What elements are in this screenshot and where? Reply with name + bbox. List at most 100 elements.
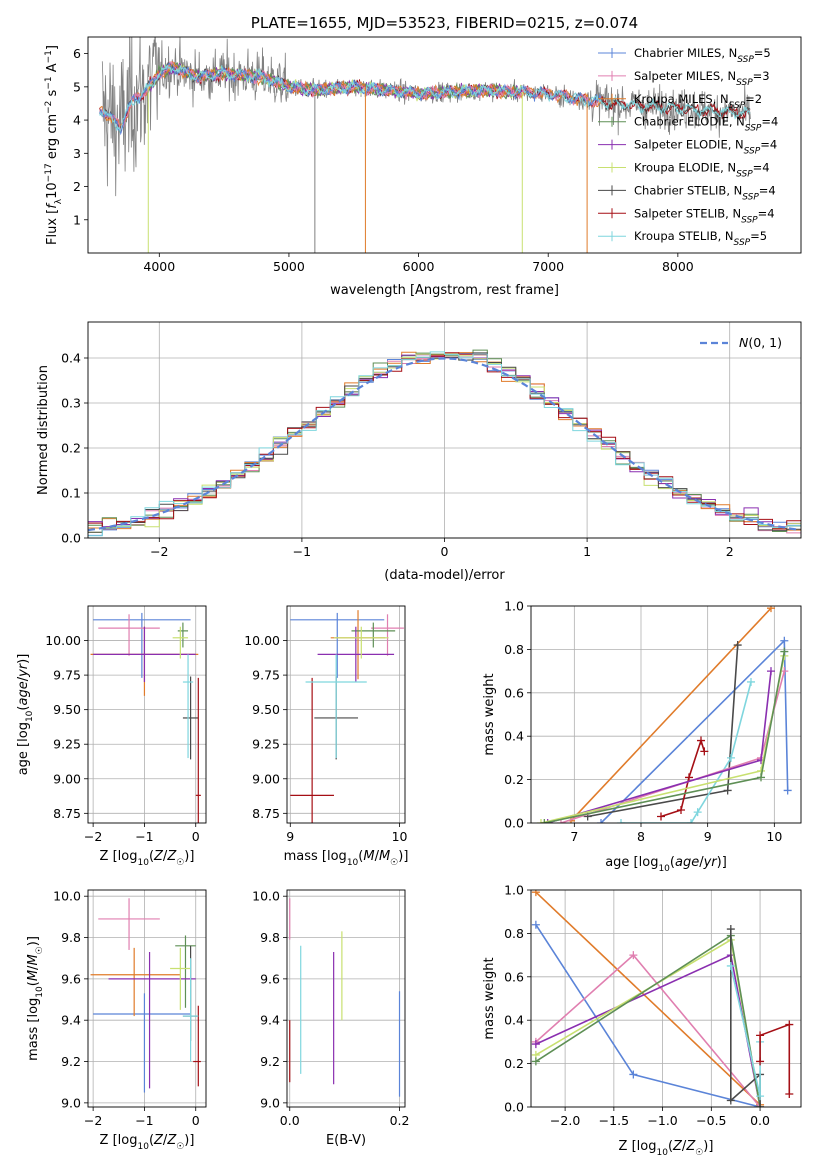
- x-axis-label: mass [log10(M/M☉)]: [284, 849, 409, 868]
- plus-marker: [756, 1092, 765, 1101]
- axes-frame: [286, 889, 406, 1108]
- label-part: SSP: [744, 147, 761, 157]
- plus-marker: [726, 925, 735, 934]
- weight-line-kroupa-elodie: [535, 938, 761, 1107]
- x-axis-label: E(B-V): [326, 1133, 366, 1148]
- y-tick-label: 0.2: [504, 1056, 524, 1071]
- label-part: 10: [347, 858, 359, 868]
- y-tick-label: 10.0: [252, 889, 280, 904]
- label-part: mass [: [284, 849, 327, 864]
- model-line-salpeter-stelib: [99, 61, 751, 132]
- x-tick-label: 8: [637, 829, 645, 844]
- label-part: Kroupa ELODIE, N: [634, 161, 736, 175]
- label-part: SSP: [737, 55, 754, 65]
- label-part: Z [: [100, 1133, 118, 1148]
- label-part: /: [163, 849, 168, 864]
- plus-marker: [756, 1057, 765, 1066]
- mass-vs-Z-panel: −2 −1 09.09.29.49.69.810.0Z [log10(Z/Z☉)]m…: [26, 889, 207, 1152]
- y-axis-label: mass [log10(M/M☉)]: [26, 936, 45, 1061]
- legend-entry: Salpeter ELODIE, NSSP=4: [634, 138, 777, 157]
- plus-marker: [629, 951, 638, 960]
- y-tick-label: 0.1: [61, 486, 81, 501]
- label-part: Flux [: [45, 209, 60, 245]
- y-tick-label: 0.4: [504, 1013, 524, 1028]
- label-part: A: [45, 63, 60, 76]
- y-tick-label: 9.50: [53, 702, 81, 717]
- plus-marker: [700, 747, 709, 756]
- weight-line-kroupa-miles: [570, 607, 772, 822]
- label-part: ☉: [176, 1142, 184, 1152]
- mass-vs-ebv-panel: 0.0 0.2 9.0 9.2 9.4 9.6 9.8 10.0 E(B-V): [252, 889, 409, 1148]
- y-tick-label: 9.50: [252, 702, 280, 717]
- label-part: Salpeter ELODIE, N: [634, 138, 744, 152]
- y-tick-label: 0.4: [61, 351, 81, 366]
- label-part: Kroupa MILES, N: [634, 92, 729, 106]
- plus-marker: [687, 819, 695, 823]
- weight-vs-Z-panel: −2.0 −1.5 −1.0 −0.5 0.0 0.0 0.2 0.4 0.6 0.8 1.0 Z […: [482, 883, 802, 1158]
- x-tick-label: −1.0: [647, 1113, 677, 1128]
- label-part: Chabrier STELIB, N: [634, 183, 742, 197]
- spectrum-lines: [99, 37, 751, 253]
- label-part: mass [: [26, 1018, 41, 1061]
- y-axis-label: mass weight: [482, 673, 497, 755]
- x-axis-label: Z [log10(Z/Z☉)]: [100, 1133, 195, 1152]
- weight-lines: [537, 606, 792, 823]
- label-part: Z: [166, 1133, 177, 1148]
- x-tick-label: 6000: [403, 259, 435, 274]
- plus-marker: [756, 1103, 765, 1107]
- label-part: yr: [703, 855, 719, 870]
- label-part: =4: [753, 161, 770, 175]
- label-part: ☉: [695, 1148, 703, 1158]
- y-tick-label: 9.8: [61, 930, 81, 945]
- plus-marker: [657, 812, 665, 821]
- label-part: Z: [672, 1139, 683, 1154]
- label-part: )]: [184, 1133, 194, 1148]
- label-part: /: [682, 1139, 687, 1154]
- label-part: log: [637, 1139, 657, 1154]
- x-tick-label: 9: [704, 829, 712, 844]
- plus-marker: [531, 920, 540, 929]
- model-line-kroupa-stelib: [99, 63, 751, 133]
- plus-marker: [780, 647, 789, 656]
- label-part: ☉: [176, 858, 184, 868]
- label-part: )]: [26, 936, 41, 946]
- label-part: =5: [750, 229, 767, 243]
- label-part: SSP: [729, 101, 746, 111]
- errorbars: [289, 898, 401, 1097]
- label-part: −17: [44, 163, 54, 182]
- x-axis-label: age [log10(age/yr)]: [605, 855, 727, 874]
- y-tick-label: 9.6: [260, 971, 280, 986]
- legend-entry: Chabrier MILES, NSSP=5: [634, 46, 771, 65]
- plus-marker: [723, 786, 732, 795]
- y-tick-label: 9.75: [53, 668, 81, 683]
- plus-marker: [747, 677, 755, 686]
- x-tick-label: 8000: [662, 259, 694, 274]
- x-tick-label: 10: [392, 829, 408, 844]
- label-part: 10: [137, 1142, 149, 1152]
- figure-title: PLATE=1655, MJD=53523, FIBERID=0215, z=0…: [251, 14, 638, 32]
- weight-line-chabrier-miles: [600, 638, 789, 823]
- plus-marker: [785, 1089, 794, 1098]
- legend-entry: Kroupa STELIB, NSSP=5: [634, 229, 767, 248]
- label-part: (0, 1): [748, 335, 782, 350]
- label-part: Salpeter STELIB, N: [634, 206, 741, 220]
- y-tick-label: 9.75: [252, 668, 280, 683]
- plus-marker: [537, 819, 545, 823]
- x-tick-label: 10: [766, 829, 782, 844]
- plus-marker: [677, 805, 685, 814]
- label-part: (: [16, 706, 31, 711]
- x-tick-label: 0.0: [750, 1113, 770, 1128]
- axes-frame: [87, 889, 207, 1108]
- label-part: 10: [658, 864, 670, 874]
- label-part: Kroupa STELIB, N: [634, 229, 734, 243]
- axes-frame: [530, 889, 802, 1108]
- label-part: log: [16, 722, 31, 742]
- label-part: 10: [35, 986, 45, 998]
- residual-histogram-panel: −2 −1 0 1 2 0.0 0.1 0.2 0.3 0.4 N(0, 1) (data-model…: [36, 321, 802, 583]
- label-part: ☉: [390, 858, 398, 868]
- model-line-chabrier-elodie: [145, 62, 523, 100]
- y-tick-label: 0.2: [504, 772, 524, 787]
- label-part: log: [26, 998, 41, 1018]
